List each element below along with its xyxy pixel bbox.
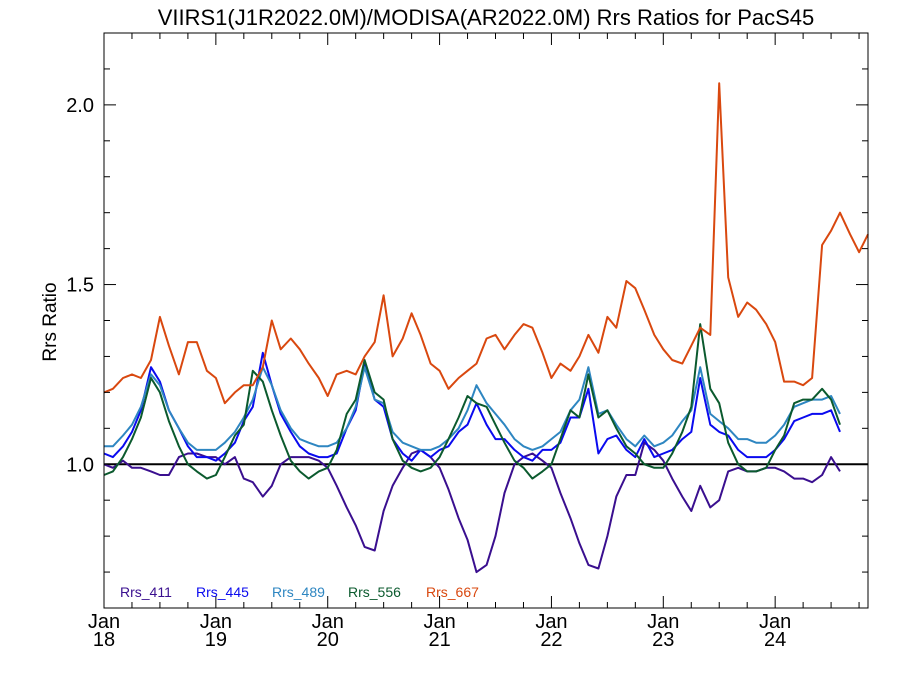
series-line-rrs-667 (103, 82, 869, 405)
x-tick-label-month: Jan (535, 611, 567, 633)
y-tick-label: 2.0 (66, 95, 94, 117)
x-tick-label-month: Jan (312, 611, 344, 633)
series-line-rrs-411 (103, 441, 841, 574)
y-tick-label: 1.5 (66, 275, 94, 297)
x-tick-label-month: Jan (423, 611, 455, 633)
legend-entry-rrs-445: Rrs_445 (196, 584, 249, 600)
x-tick-label-month: Jan (759, 611, 791, 633)
legend-entry-rrs-411: Rrs_411 (120, 584, 172, 600)
y-tick-label: 1.0 (66, 454, 94, 476)
y-axis-label: Rrs Ratio (40, 282, 61, 361)
x-tick-label-year: 21 (428, 629, 450, 651)
legend-entry-rrs-489: Rrs_489 (272, 584, 325, 600)
plot-frame (103, 32, 869, 609)
series-line-rrs-556 (103, 323, 841, 480)
x-tick-label-month: Jan (200, 611, 232, 633)
x-tick-label-year: 18 (93, 629, 115, 651)
axes: 1.01.52.0Jan18Jan19Jan20Jan21Jan22Jan23J… (66, 32, 869, 651)
series-line-rrs-489 (104, 366, 841, 451)
series-group (103, 82, 869, 574)
chart-title: VIIRS1(J1R2022.0M)/MODISA(AR2022.0M) Rrs… (158, 5, 815, 30)
x-tick-label-month: Jan (647, 611, 679, 633)
x-tick-label-year: 24 (764, 629, 786, 651)
x-tick-label-year: 20 (317, 629, 339, 651)
legend-entry-rrs-556: Rrs_556 (348, 584, 401, 600)
legend: Rrs_411 Rrs_445 Rrs_489 Rrs_556 Rrs_667 (120, 584, 479, 600)
x-tick-label-year: 23 (652, 629, 674, 651)
legend-entry-rrs-667: Rrs_667 (426, 584, 479, 600)
x-tick-label-year: 19 (205, 629, 227, 651)
x-tick-label-month: Jan (88, 611, 120, 633)
x-tick-label-year: 22 (540, 629, 562, 651)
